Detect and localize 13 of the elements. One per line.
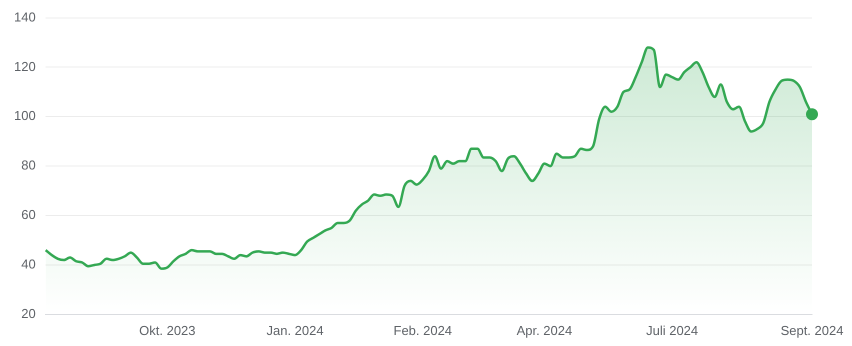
y-tick-label: 140 xyxy=(14,9,36,24)
y-tick-label: 120 xyxy=(14,58,36,74)
x-tick-label: Sept. 2024 xyxy=(780,322,844,338)
y-tick-label: 100 xyxy=(14,108,36,124)
x-tick-label: Jan. 2024 xyxy=(266,322,324,338)
y-tick-label: 60 xyxy=(21,207,36,222)
x-tick-label: Okt. 2023 xyxy=(139,322,196,338)
y-tick-label: 40 xyxy=(21,256,36,272)
y-tick-label: 80 xyxy=(21,158,36,173)
x-tick-label: Feb. 2024 xyxy=(393,322,452,338)
x-tick-label: Apr. 2024 xyxy=(516,322,572,338)
x-tick-label: Juli 2024 xyxy=(646,322,698,338)
y-tick-label: 20 xyxy=(21,306,36,321)
